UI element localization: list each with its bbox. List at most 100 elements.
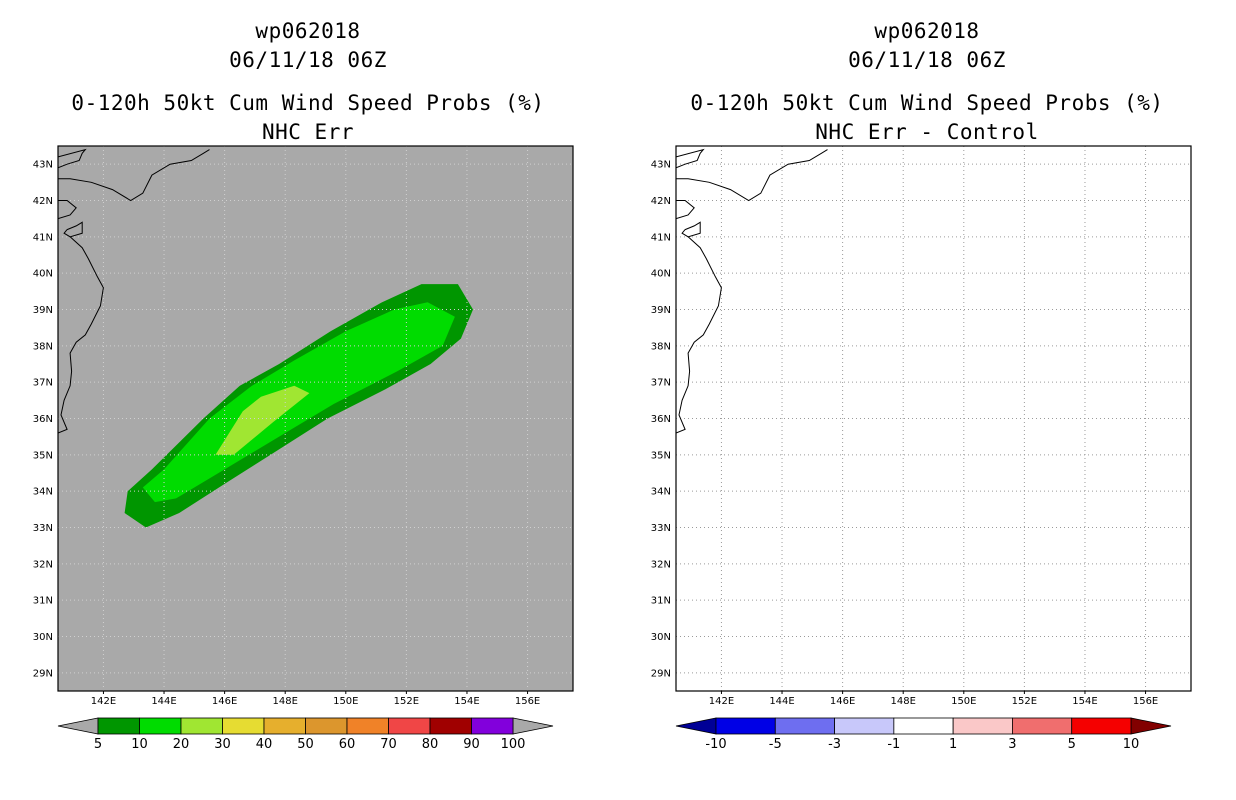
colorbar-label: -1 — [887, 737, 900, 752]
y-tick-label: 31N — [33, 596, 53, 607]
x-tick-label: 146E — [212, 696, 237, 707]
map-frame — [675, 145, 1192, 692]
colorbar-swatch — [952, 717, 1013, 735]
y-tick-label: 38N — [651, 341, 671, 352]
y-tick-label: 39N — [651, 305, 671, 316]
colorbar-low-arrow — [57, 717, 99, 735]
panel-nhc-err-control: 142E 144E 146E 148E 150E 152E 154E 156E29N30N31… — [651, 145, 1192, 752]
colorbar-label: -5 — [769, 737, 782, 752]
colorbar-swatch — [893, 717, 954, 735]
x-tick-label: 144E — [769, 696, 794, 707]
x-tick-label: 152E — [394, 696, 419, 707]
left-chart-subtitle: NHC Err — [261, 120, 354, 144]
y-tick-label: 43N — [651, 160, 671, 171]
colorbar: -10 -5 -3 -1 1 3 5 10 — [675, 717, 1172, 752]
y-tick-label: 37N — [651, 378, 671, 389]
y-tick-label: 29N — [651, 668, 671, 679]
x-tick-label: 150E — [951, 696, 976, 707]
x-tick-label: 152E — [1012, 696, 1037, 707]
y-tick-label: 30N — [651, 632, 671, 643]
y-tick-label: 31N — [651, 596, 671, 607]
left-chart-title: 0-120h 50kt Cum Wind Speed Probs (%) — [71, 91, 545, 115]
colorbar-swatch — [429, 717, 472, 735]
colorbar-swatch — [305, 717, 348, 735]
colorbar-label: 80 — [422, 737, 439, 752]
colorbar-label: 40 — [256, 737, 273, 752]
x-tick-label: 148E — [273, 696, 298, 707]
left-title-block: wp062018 06/11/18 06Z 0-120h 50kt Cum Wi… — [28, 17, 588, 147]
x-tick-label: 144E — [151, 696, 176, 707]
colorbar-low-arrow — [675, 717, 717, 735]
y-tick-label: 40N — [33, 269, 53, 280]
coastline — [58, 148, 87, 169]
y-tick-label: 42N — [33, 196, 53, 207]
colorbar-label: 3 — [1008, 737, 1016, 752]
y-tick-label: 29N — [33, 668, 53, 679]
colorbar-swatch — [263, 717, 306, 735]
right-storm-id: wp062018 — [874, 19, 980, 43]
colorbar-swatch — [834, 717, 895, 735]
y-tick-label: 39N — [33, 305, 53, 316]
coastline — [58, 200, 77, 220]
coastline — [63, 221, 83, 238]
colorbar-swatch — [715, 717, 776, 735]
colorbar-label: 5 — [1068, 737, 1076, 752]
colorbar-label: 70 — [380, 737, 397, 752]
colorbar-swatch — [471, 717, 514, 735]
colorbar-label: -10 — [705, 737, 726, 752]
y-tick-label: 43N — [33, 160, 53, 171]
y-tick-label: 41N — [651, 232, 671, 243]
x-tick-label: 146E — [830, 696, 855, 707]
colorbar-high-arrow — [512, 717, 554, 735]
left-datetime: 06/11/18 06Z — [229, 48, 387, 72]
colorbar-swatch — [1071, 717, 1132, 735]
colorbar-label: 5 — [94, 737, 102, 752]
x-tick-label: 142E — [709, 696, 734, 707]
colorbar-label: 60 — [339, 737, 356, 752]
colorbar-label: 10 — [131, 737, 148, 752]
y-tick-label: 32N — [33, 559, 53, 570]
y-tick-label: 32N — [651, 559, 671, 570]
colorbar: 5 10 20 30 40 50 60 70 80 90 100 — [57, 717, 554, 752]
left-storm-id: wp062018 — [255, 19, 361, 43]
colorbar-label: 90 — [463, 737, 480, 752]
coastline — [676, 236, 722, 434]
y-tick-label: 36N — [33, 414, 53, 425]
y-tick-label: 37N — [33, 378, 53, 389]
y-tick-label: 35N — [651, 450, 671, 461]
right-chart-subtitle: NHC Err - Control — [815, 120, 1039, 144]
colorbar-swatch — [388, 717, 431, 735]
x-tick-label: 142E — [91, 696, 116, 707]
map-frame — [57, 145, 574, 692]
y-tick-label: 38N — [33, 341, 53, 352]
y-tick-label: 34N — [651, 487, 671, 498]
y-tick-label: 40N — [651, 269, 671, 280]
colorbar-swatch — [139, 717, 182, 735]
colorbar-label: 50 — [297, 737, 314, 752]
coastline — [681, 221, 701, 238]
colorbar-label: 1 — [949, 737, 957, 752]
colorbar-swatch — [1012, 717, 1073, 735]
y-tick-label: 33N — [651, 523, 671, 534]
colorbar-swatch — [774, 717, 835, 735]
coastline — [58, 149, 210, 202]
y-tick-label: 42N — [651, 196, 671, 207]
x-tick-label: 156E — [1133, 696, 1158, 707]
colorbar-label: 20 — [173, 737, 190, 752]
coastline — [676, 149, 828, 202]
right-chart-title: 0-120h 50kt Cum Wind Speed Probs (%) — [690, 91, 1164, 115]
x-tick-label: 154E — [454, 696, 479, 707]
coastline — [58, 236, 104, 434]
colorbar-label: 30 — [214, 737, 231, 752]
x-tick-label: 156E — [515, 696, 540, 707]
panel-nhc-err: 142E 144E 146E 148E 150E 152E 154E 156E 29N 30N 31… — [33, 145, 574, 752]
colorbar-swatch — [346, 717, 389, 735]
colorbar-high-arrow — [1130, 717, 1172, 735]
y-tick-label: 30N — [33, 632, 53, 643]
y-tick-label: 33N — [33, 523, 53, 534]
coastline — [676, 148, 705, 169]
colorbar-swatch — [222, 717, 265, 735]
coastline — [676, 200, 695, 220]
y-tick-label: 35N — [33, 450, 53, 461]
